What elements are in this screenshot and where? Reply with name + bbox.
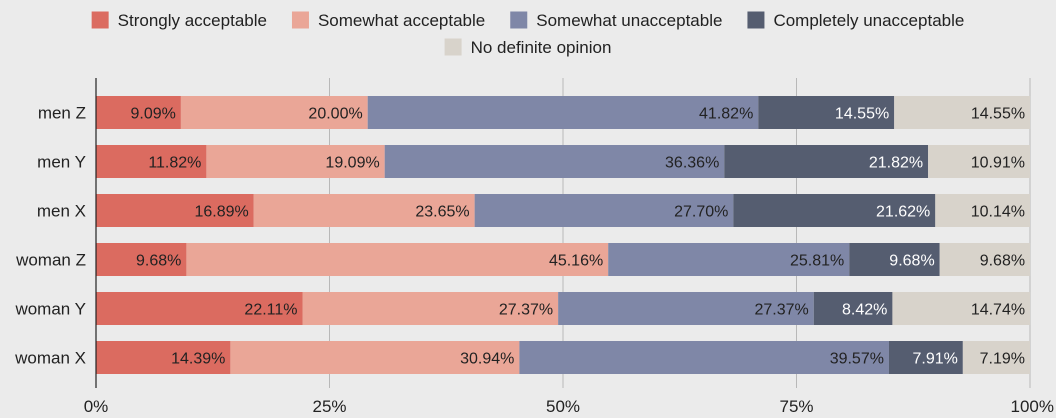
bar-label-woman-z-no-definite-opinion: 9.68% <box>980 253 1025 270</box>
bar-label-men-y-somewhat-unacceptable: 36.36% <box>665 155 719 172</box>
axes: 0% 25% 50% 75% 100% <box>84 78 1054 416</box>
bar-woman-z-no-definite-opinion <box>939 243 1031 276</box>
bar-men-x-no-definite-opinion <box>935 194 1030 227</box>
legend-label-somewhat-unacceptable: Somewhat unacceptable <box>536 11 722 30</box>
bar-woman-y-no-definite-opinion <box>892 292 1031 325</box>
bar-woman-x-somewhat-unacceptable <box>519 341 889 374</box>
bar-woman-z-completely-unacceptable <box>849 243 940 276</box>
legend-label-no-definite-opinion: No definite opinion <box>471 38 612 57</box>
bar-label-men-x-somewhat-unacceptable: 27.70% <box>674 204 728 221</box>
category-label-men-z: men Z <box>38 104 86 123</box>
bar-men-z-completely-unacceptable <box>758 96 895 129</box>
x-tick-label-50: 50% <box>546 397 580 416</box>
x-tick-label-25: 25% <box>312 397 346 416</box>
bar-row-men-z: 9.09% 20.00% 41.82% 14.55% 14.55% men Z <box>38 96 1031 129</box>
bar-men-y-somewhat-unacceptable <box>384 145 725 178</box>
category-label-woman-y: woman Y <box>14 300 86 319</box>
bar-label-men-y-completely-unacceptable: 21.82% <box>869 155 923 172</box>
bar-label-woman-x-no-definite-opinion: 7.19% <box>980 351 1025 368</box>
bar-woman-x-completely-unacceptable <box>888 341 963 374</box>
x-tick-label-0: 0% <box>84 397 109 416</box>
legend-swatch-completely-unacceptable <box>747 11 765 29</box>
bar-row-woman-x: 14.39% 30.94% 39.57% 7.91% 7.19% woman X <box>14 341 1030 374</box>
bar-woman-z-somewhat-acceptable <box>186 243 609 276</box>
bar-men-x-somewhat-unacceptable <box>474 194 734 227</box>
bar-label-men-z-no-definite-opinion: 14.55% <box>971 106 1025 123</box>
bar-label-woman-x-somewhat-unacceptable: 39.57% <box>830 351 884 368</box>
bar-label-woman-y-somewhat-acceptable: 27.37% <box>499 302 553 319</box>
legend-swatch-strongly-acceptable <box>91 11 109 29</box>
legend-label-strongly-acceptable: Strongly acceptable <box>118 11 267 30</box>
legend-swatch-no-definite-opinion <box>444 38 462 56</box>
bar-label-men-z-somewhat-acceptable: 20.00% <box>308 106 362 123</box>
bar-label-men-x-strongly-acceptable: 16.89% <box>194 204 248 221</box>
bars: 9.09% 20.00% 41.82% 14.55% 14.55% men Z 11.82%… <box>14 96 1031 374</box>
category-label-men-y: men Y <box>37 153 86 172</box>
grid <box>329 78 1031 388</box>
bar-men-z-somewhat-unacceptable <box>367 96 759 129</box>
category-label-woman-z: woman Z <box>15 251 86 270</box>
x-tick-label-100: 100% <box>1011 397 1054 416</box>
bar-label-woman-y-completely-unacceptable: 8.42% <box>842 302 887 319</box>
bar-woman-x-somewhat-acceptable <box>230 341 520 374</box>
bar-row-woman-z: 9.68% 45.16% 25.81% 9.68% 9.68% woman Z <box>15 243 1031 276</box>
bar-men-y-somewhat-acceptable <box>206 145 385 178</box>
bar-men-y-no-definite-opinion <box>928 145 1030 178</box>
legend-label-completely-unacceptable: Completely unacceptable <box>773 11 964 30</box>
bar-label-men-x-completely-unacceptable: 21.62% <box>876 204 930 221</box>
legend-swatch-somewhat-unacceptable <box>510 11 528 29</box>
legend: Strongly acceptable Somewhat acceptable So… <box>91 11 964 57</box>
bar-men-z-no-definite-opinion <box>894 96 1031 129</box>
bar-label-men-x-somewhat-acceptable: 23.65% <box>415 204 469 221</box>
bar-woman-y-completely-unacceptable <box>813 292 893 325</box>
bar-men-y-completely-unacceptable <box>724 145 929 178</box>
legend-label-somewhat-acceptable: Somewhat acceptable <box>318 11 485 30</box>
bar-men-x-strongly-acceptable <box>96 194 254 227</box>
bar-label-men-z-completely-unacceptable: 14.55% <box>835 106 889 123</box>
x-tick-label-75: 75% <box>779 397 813 416</box>
bar-men-x-completely-unacceptable <box>733 194 936 227</box>
bar-row-men-y: 11.82% 19.09% 36.36% 21.82% 10.91% men Y <box>37 145 1030 178</box>
bar-label-men-y-strongly-acceptable: 11.82% <box>148 155 201 172</box>
bar-label-woman-z-somewhat-acceptable: 45.16% <box>549 253 603 270</box>
bar-woman-x-strongly-acceptable <box>96 341 231 374</box>
bar-label-men-x-no-definite-opinion: 10.14% <box>971 204 1025 221</box>
bar-men-x-somewhat-acceptable <box>253 194 475 227</box>
bar-label-woman-y-strongly-acceptable: 22.11% <box>244 302 297 319</box>
bar-label-woman-x-strongly-acceptable: 14.39% <box>171 351 225 368</box>
bar-label-woman-z-somewhat-unacceptable: 25.81% <box>790 253 844 270</box>
bar-men-y-strongly-acceptable <box>96 145 207 178</box>
bar-men-z-somewhat-acceptable <box>180 96 368 129</box>
bar-label-men-z-strongly-acceptable: 9.09% <box>131 106 176 123</box>
bar-label-woman-x-completely-unacceptable: 7.91% <box>912 351 957 368</box>
bar-woman-y-strongly-acceptable <box>96 292 303 325</box>
bar-woman-x-no-definite-opinion <box>962 341 1030 374</box>
bar-men-z-strongly-acceptable <box>96 96 181 129</box>
bar-row-men-x: 16.89% 23.65% 27.70% 21.62% 10.14% men X <box>37 194 1030 227</box>
bar-woman-z-strongly-acceptable <box>96 243 187 276</box>
bar-label-woman-z-completely-unacceptable: 9.68% <box>889 253 934 270</box>
bar-label-woman-y-no-definite-opinion: 14.74% <box>971 302 1025 319</box>
bar-label-woman-x-somewhat-acceptable: 30.94% <box>460 351 514 368</box>
bar-woman-y-somewhat-unacceptable <box>558 292 814 325</box>
bar-label-men-y-somewhat-acceptable: 19.09% <box>325 155 379 172</box>
bar-row-woman-y: 22.11% 27.37% 27.37% 8.42% 14.74% woman Y <box>14 292 1031 325</box>
category-label-men-x: men X <box>37 202 86 221</box>
bar-label-woman-y-somewhat-unacceptable: 27.37% <box>755 302 809 319</box>
category-label-woman-x: woman X <box>14 349 86 368</box>
bar-label-men-y-no-definite-opinion: 10.91% <box>971 155 1025 172</box>
legend-swatch-somewhat-acceptable <box>291 11 309 29</box>
bar-label-woman-z-strongly-acceptable: 9.68% <box>136 253 181 270</box>
bar-label-men-z-somewhat-unacceptable: 41.82% <box>699 106 753 123</box>
bar-woman-y-somewhat-acceptable <box>302 292 559 325</box>
bar-woman-z-somewhat-unacceptable <box>608 243 850 276</box>
